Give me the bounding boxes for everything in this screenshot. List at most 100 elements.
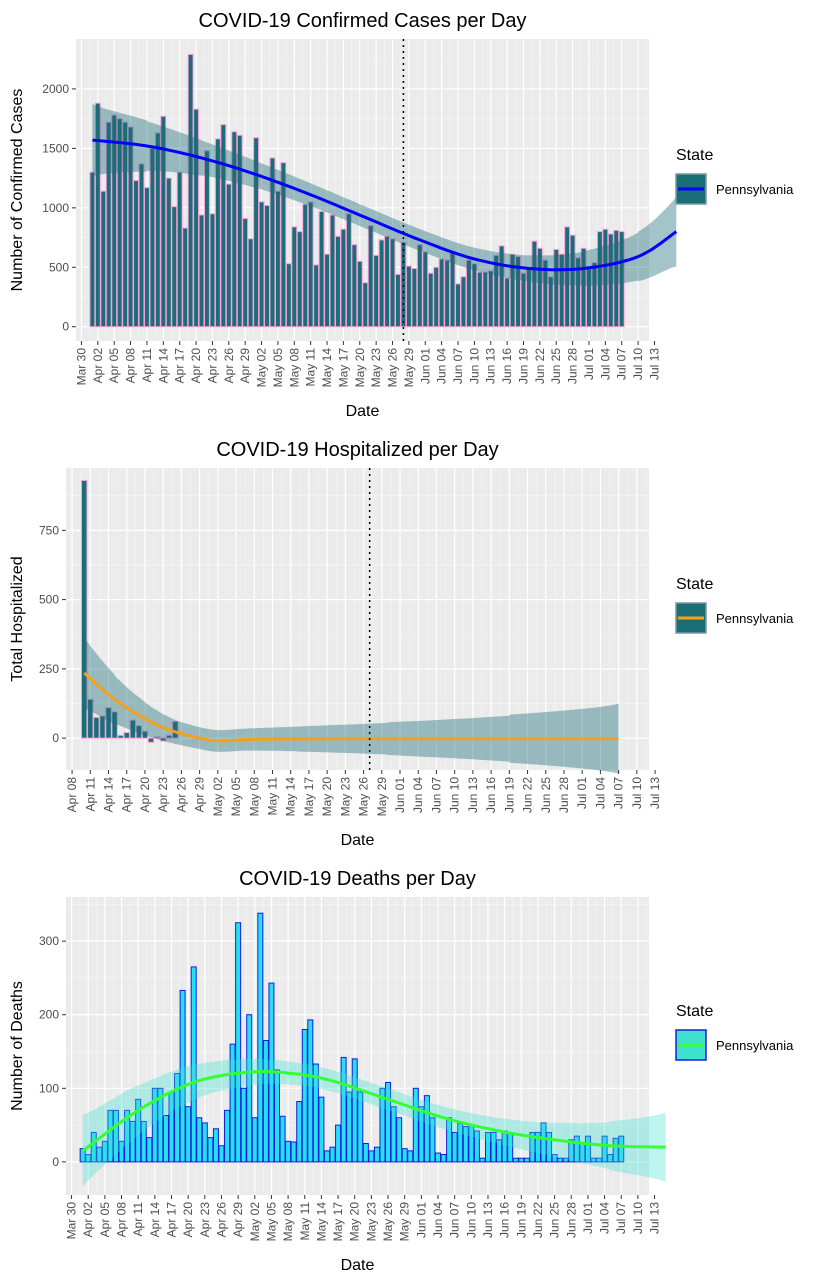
x-tick-label: May 14 (320, 348, 334, 388)
bar (618, 231, 625, 328)
x-tick-label: Jun 10 (448, 777, 462, 813)
bar (85, 1154, 92, 1163)
x-tick-label: Jul 01 (575, 777, 589, 809)
chart-1: COVID-19 Confirmed Cases per Day 0 500 1000… (9, 10, 794, 420)
x-tick-label: Jul 04 (593, 777, 607, 809)
bar (262, 1039, 269, 1163)
bar (101, 1140, 108, 1163)
x-tick-label: May 02 (248, 1202, 262, 1242)
bar (212, 1128, 219, 1163)
bar (138, 163, 145, 328)
x-tick-label: Apr 29 (231, 1202, 245, 1238)
bar (214, 138, 221, 328)
x-tick-label: May 20 (320, 777, 334, 817)
bar (193, 108, 200, 328)
bar (613, 229, 620, 328)
bar (94, 102, 101, 328)
x-tick-label: May 05 (264, 1202, 278, 1242)
chart-title: COVID-19 Confirmed Cases per Day (199, 10, 527, 32)
bar (291, 226, 298, 328)
x-tick-label: Apr 26 (222, 348, 236, 384)
bar (279, 1115, 286, 1163)
x-tick-label: Jun 04 (411, 777, 425, 813)
x-tick-label: May 05 (271, 348, 285, 388)
bar (590, 1157, 597, 1163)
x-tick-label: Apr 23 (205, 348, 219, 384)
bar (540, 1122, 547, 1163)
bar (269, 157, 276, 328)
x-tick-label: Apr 14 (156, 348, 170, 384)
bar (229, 1043, 236, 1163)
bar (296, 1101, 303, 1163)
bar (329, 1146, 336, 1163)
x-tick-label: Jun 01 (414, 1202, 428, 1238)
x-tick-label: Jun 13 (466, 777, 480, 813)
x-tick-label: Apr 23 (156, 777, 170, 813)
bar (473, 1130, 480, 1163)
bar (529, 1131, 536, 1163)
legend-title: State (676, 1003, 713, 1020)
x-tick-label: May 05 (229, 777, 243, 817)
bar (422, 251, 429, 328)
bar (373, 254, 380, 328)
bar (496, 1139, 503, 1163)
confidence-band (82, 1058, 666, 1187)
chart-title: COVID-19 Deaths per Day (239, 868, 476, 890)
bar (225, 183, 232, 328)
x-tick-label: Apr 29 (238, 348, 252, 384)
x-tick-label: Jun 13 (481, 1202, 495, 1238)
bar (596, 1157, 603, 1163)
x-tick-label: May 20 (353, 348, 367, 388)
bar (504, 277, 511, 328)
bar (479, 1157, 486, 1163)
x-tick-label: Apr 17 (120, 777, 134, 813)
bar (412, 1087, 419, 1163)
bar (340, 1056, 347, 1163)
x-tick-label: May 23 (369, 348, 383, 388)
bar (302, 203, 309, 328)
x-tick-label: Jun 10 (467, 348, 481, 384)
bar (196, 1117, 203, 1163)
bar (240, 1087, 247, 1163)
legend-title: State (676, 147, 713, 164)
x-tick-label: May 14 (284, 777, 298, 817)
bar (509, 253, 516, 328)
bar (135, 725, 143, 739)
bar (323, 1150, 330, 1163)
x-tick-label: Apr 02 (81, 1202, 95, 1238)
x-axis-title: Date (341, 832, 375, 849)
bar (80, 479, 88, 739)
bar (116, 118, 123, 328)
x-tick-label: May 23 (364, 1202, 378, 1242)
x-tick-label: Jun 19 (516, 348, 530, 384)
bar (340, 228, 347, 328)
bar (273, 1069, 280, 1163)
x-tick-label: Jun 01 (418, 348, 432, 384)
x-tick-label: Jun 04 (435, 348, 449, 384)
y-tick-label: 100 (39, 1081, 59, 1095)
y-axis-title: Total Hospitalized (9, 556, 26, 681)
x-tick-label: May 02 (255, 348, 269, 388)
bar (573, 1135, 580, 1163)
bar (133, 179, 139, 328)
bar (335, 1124, 342, 1163)
bar (157, 1087, 164, 1163)
bar (204, 150, 210, 328)
bar (171, 206, 178, 328)
x-tick-label: Apr 14 (102, 777, 116, 813)
legend-title: State (676, 576, 713, 593)
bar (127, 126, 134, 328)
x-tick-label: May 11 (298, 1202, 312, 1241)
bar (378, 239, 385, 328)
bar (569, 234, 576, 328)
bar (460, 276, 467, 328)
x-tick-label: May 26 (357, 777, 371, 817)
bar (257, 912, 264, 1163)
y-tick-label: 1000 (42, 201, 69, 215)
x-tick-label: Jul 10 (631, 1202, 645, 1234)
y-tick-label: 200 (39, 1008, 59, 1022)
bar (154, 132, 161, 328)
bar (591, 262, 598, 328)
bar (135, 1098, 142, 1163)
y-axis-title: Number of Confirmed Cases (9, 89, 26, 292)
